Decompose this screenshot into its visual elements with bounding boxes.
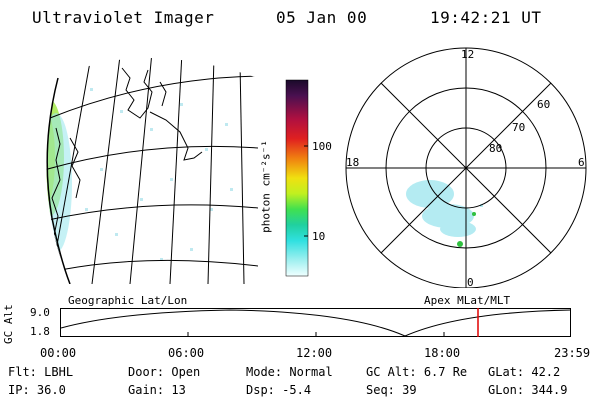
time-tick-2359: 23:59: [554, 346, 591, 360]
aurora-halo: [46, 113, 72, 253]
info-ip: IP: 36.0: [8, 383, 66, 397]
time-tick-0000: 00:00: [40, 346, 77, 360]
colorbar-scale: [285, 79, 309, 277]
mlt-label-6: 6: [578, 156, 585, 169]
info-gc-alt: GC Alt: 6.7 Re: [366, 365, 468, 379]
image-noise: [85, 88, 233, 261]
info-door: Door: Open: [128, 365, 201, 379]
info-glat: GLat: 42.2: [488, 365, 561, 379]
mlat-label-70: 70: [512, 121, 526, 134]
geographic-panel-label: Geographic Lat/Lon: [68, 294, 188, 307]
colorbar: [285, 79, 309, 277]
time-tick-0600: 06:00: [168, 346, 205, 360]
polar-bright-spot: [457, 241, 463, 247]
mlt-label-12: 12: [461, 48, 475, 61]
colorbar-label: photon cm⁻²s⁻¹: [259, 140, 273, 233]
info-filter: Flt: LBHL: [8, 365, 74, 379]
info-seq: Seq: 39: [366, 383, 417, 397]
colorbar-tick-100: 100: [312, 140, 332, 153]
observation-time: 19:42:21 UT: [430, 8, 542, 27]
mlt-label-0: 0: [467, 276, 474, 289]
instrument-title: Ultraviolet Imager: [32, 8, 215, 27]
mlt-label-18: 18: [346, 156, 360, 169]
altitude-ylabel: GC Alt: [2, 304, 15, 344]
latitude-grid: [46, 75, 258, 271]
apex-panel-label: Apex MLat/MLT: [424, 294, 511, 307]
observation-date: 05 Jan 00: [276, 8, 368, 27]
altitude-plot: [60, 308, 572, 337]
polar-plot: [345, 47, 587, 288]
earth-limb: [46, 77, 71, 284]
mlat-label-60: 60: [537, 98, 551, 111]
colorbar-tick-10: 10: [312, 230, 326, 243]
time-tick-1800: 18:00: [424, 346, 461, 360]
altitude-curve: [60, 309, 572, 337]
info-mode: Mode: Normal: [246, 365, 333, 379]
altitude-plot-frame: [60, 308, 571, 337]
longitude-grid: [49, 58, 245, 284]
geographic-image-panel: [46, 58, 258, 284]
time-tick-1200: 12:00: [296, 346, 333, 360]
altitude-ytick-1-8: 1.8: [30, 325, 50, 338]
info-dsp: Dsp: -5.4: [246, 383, 312, 397]
polar-aurora: [406, 180, 483, 237]
info-gain: Gain: 13: [128, 383, 186, 397]
polar-grid: [345, 47, 587, 288]
info-glon: GLon: 344.9: [488, 383, 568, 397]
mlat-label-80: 80: [489, 142, 503, 155]
altitude-ytick-9: 9.0: [30, 306, 50, 319]
